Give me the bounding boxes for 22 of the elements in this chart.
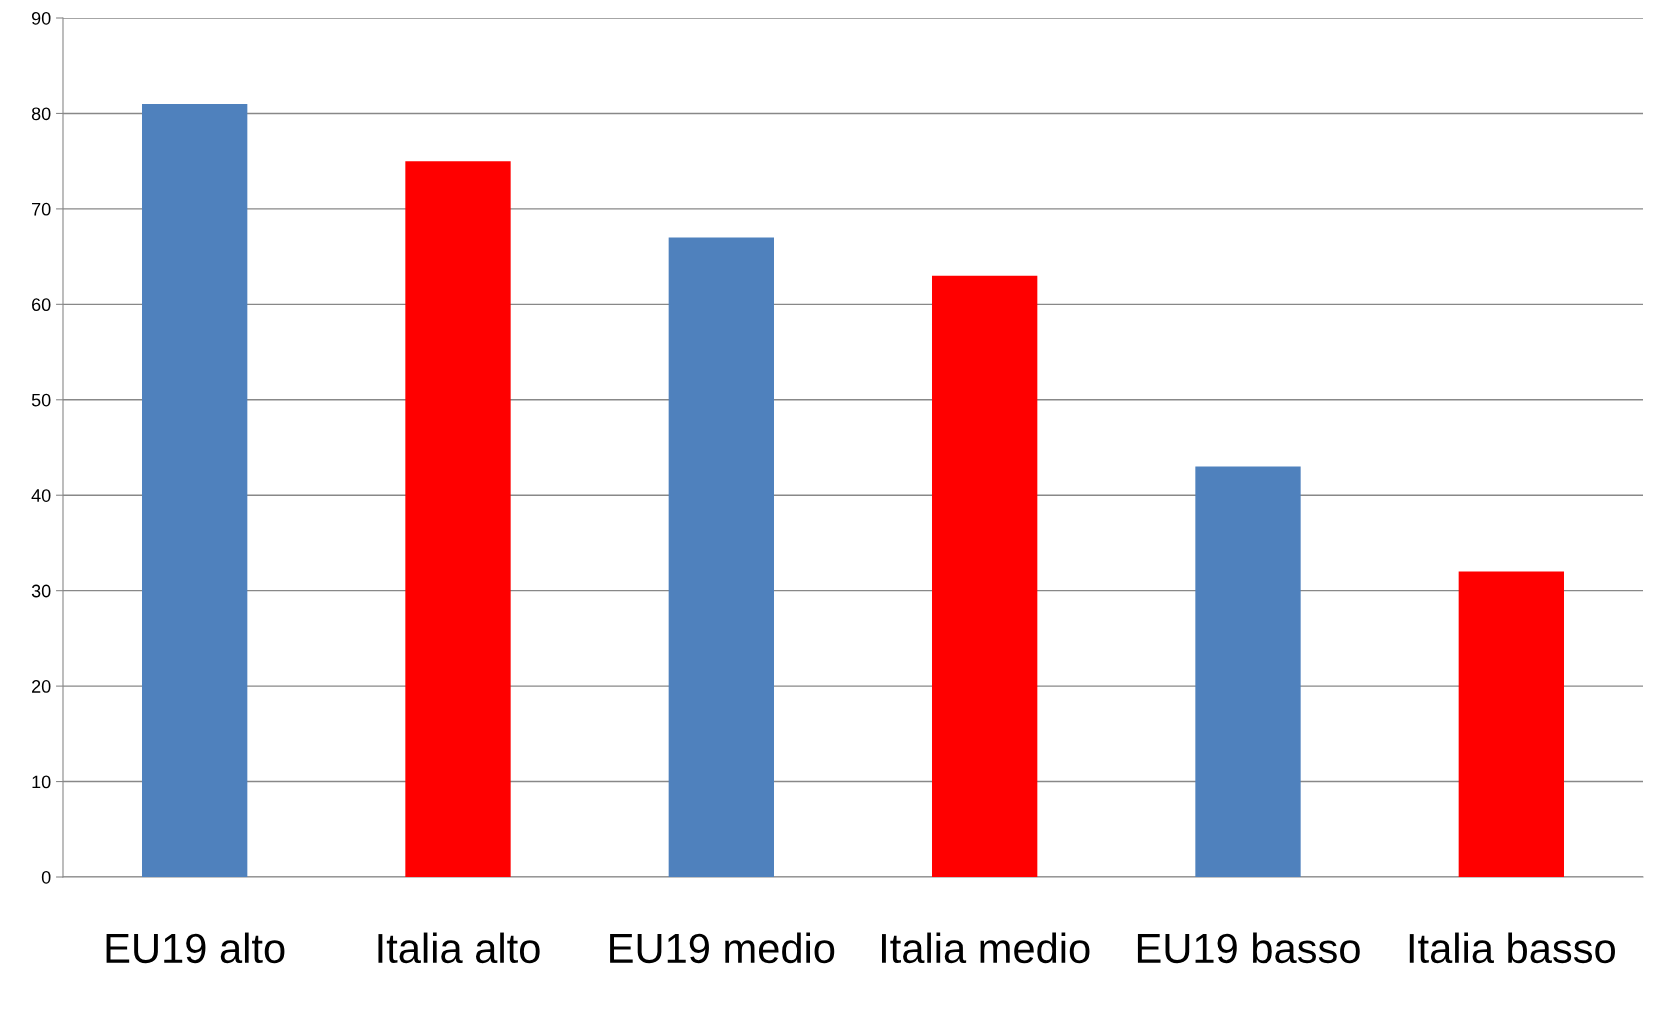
y-tick-label: 0 xyxy=(41,870,51,884)
y-tick-label: 20 xyxy=(32,680,51,693)
bar xyxy=(1195,466,1301,877)
x-tick-label: EU19 alto xyxy=(106,932,285,964)
y-tick-label: 40 xyxy=(31,489,51,502)
bar xyxy=(668,237,774,877)
y-tick-label: 10 xyxy=(32,775,51,789)
bar xyxy=(142,103,248,877)
bar xyxy=(405,161,511,877)
y-tick-label: 60 xyxy=(32,298,51,312)
y-tick-label: 70 xyxy=(32,202,51,216)
y-tick-label: 50 xyxy=(31,393,51,407)
y-tick-label: 90 xyxy=(31,11,51,25)
x-tick-label: Italia basso xyxy=(1409,932,1615,964)
bar xyxy=(932,275,1038,877)
x-tick-label: EU19 basso xyxy=(1137,932,1360,964)
y-tick-label: 80 xyxy=(31,107,51,121)
bar xyxy=(1458,571,1564,877)
y-tick-label: 30 xyxy=(31,584,51,598)
x-tick-label: Italia alto xyxy=(378,932,540,964)
x-tick-label: Italia medio xyxy=(881,932,1090,964)
x-tick-label: EU19 medio xyxy=(610,932,835,964)
